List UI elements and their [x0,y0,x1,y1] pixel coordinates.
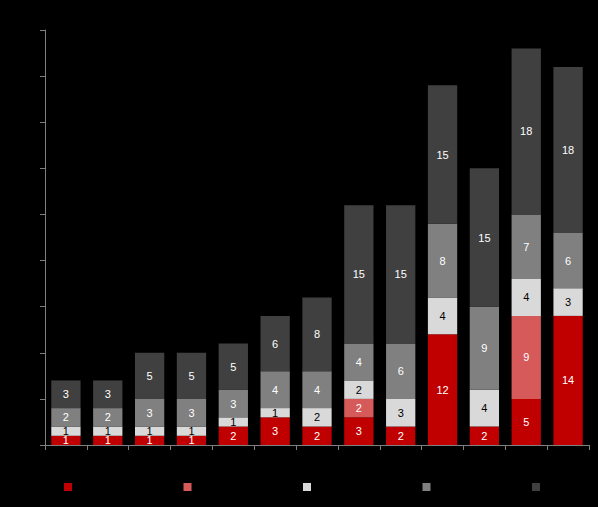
svg-text:1: 1 [62,434,69,447]
svg-text:3: 3 [188,407,194,419]
svg-text:6: 6 [272,338,278,350]
svg-text:1: 1 [188,434,195,447]
svg-text:3: 3 [356,425,362,437]
svg-text:2: 2 [398,430,404,442]
svg-text:4: 4 [481,402,487,414]
svg-text:1: 1 [188,425,194,437]
svg-text:4: 4 [523,291,529,303]
svg-text:5: 5 [147,370,153,382]
svg-text:4: 4 [314,384,320,396]
svg-text:2: 2 [356,384,362,396]
svg-text:3: 3 [398,407,404,419]
svg-text:2: 2 [356,402,362,414]
svg-text:3: 3 [147,407,153,419]
svg-text:2: 2 [63,411,69,423]
svg-text:15: 15 [478,232,490,244]
svg-text:12: 12 [436,384,448,396]
svg-text:1: 1 [230,416,236,428]
svg-text:7: 7 [523,241,529,253]
svg-text:6: 6 [565,255,571,267]
svg-text:14: 14 [562,374,574,386]
svg-text:3: 3 [565,296,571,308]
svg-text:15: 15 [395,268,407,280]
svg-text:15: 15 [436,149,448,161]
svg-text:4: 4 [356,356,362,368]
svg-text:2: 2 [314,430,320,442]
svg-text:3: 3 [105,388,111,400]
svg-text:3: 3 [63,388,69,400]
svg-text:3: 3 [272,425,278,437]
svg-text:1: 1 [105,425,111,437]
svg-text:5: 5 [188,370,194,382]
svg-text:5: 5 [230,361,236,373]
svg-text:2: 2 [314,411,320,423]
svg-text:2: 2 [105,411,111,423]
svg-text:2: 2 [481,430,487,442]
svg-text:9: 9 [523,351,529,363]
svg-text:1: 1 [63,425,69,437]
svg-text:1: 1 [104,434,111,447]
svg-text:9: 9 [481,342,487,354]
svg-text:1: 1 [146,434,153,447]
svg-text:5: 5 [523,416,529,428]
svg-text:1: 1 [147,425,153,437]
svg-text:3: 3 [230,398,236,410]
svg-text:1: 1 [272,407,278,419]
svg-text:8: 8 [314,328,320,340]
svg-text:4: 4 [439,310,445,322]
svg-text:8: 8 [439,255,445,267]
svg-text:6: 6 [398,365,404,377]
svg-text:2: 2 [230,430,236,442]
svg-text:4: 4 [272,384,278,396]
svg-text:18: 18 [562,144,574,156]
svg-text:15: 15 [353,268,365,280]
svg-text:18: 18 [520,125,532,137]
